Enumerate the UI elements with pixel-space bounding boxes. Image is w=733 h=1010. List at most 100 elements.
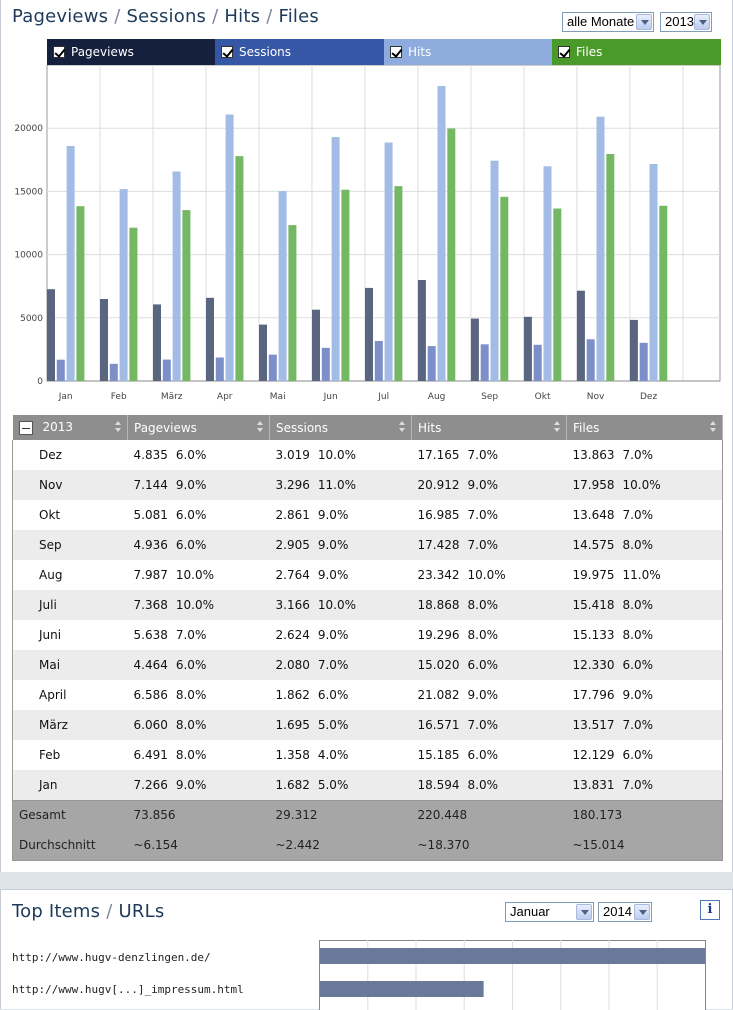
row-month: April — [13, 680, 128, 710]
bar-sessions — [428, 346, 436, 381]
cell-percent: 9.0% — [318, 538, 349, 552]
bar-pageviews — [312, 310, 320, 381]
checkbox-icon[interactable] — [221, 46, 233, 58]
sort-icon[interactable] — [710, 421, 716, 433]
checkbox-icon[interactable] — [53, 46, 65, 58]
sort-icon[interactable] — [554, 421, 560, 433]
plot-area — [47, 65, 720, 381]
bar-sessions — [163, 360, 171, 381]
y-tick-label: 20000 — [14, 124, 43, 134]
cell-percent: 8.0% — [623, 538, 654, 552]
bar-hits — [67, 146, 75, 381]
x-tick-label: Jun — [323, 392, 338, 402]
column-header-pageviews[interactable]: Pageviews — [128, 415, 270, 440]
cell-value: 18.594 — [418, 778, 460, 792]
cell-value: 12.129 — [573, 748, 615, 762]
row-month: Juni — [13, 620, 128, 650]
cell-value: 19.296 — [418, 628, 460, 642]
cell-value: 13.863 — [573, 448, 615, 462]
average-hits: ~18.370 — [412, 830, 567, 860]
cell-percent: 7.0% — [468, 718, 499, 732]
top-items-year-select[interactable]: 2014 — [598, 902, 652, 922]
cell-percent: 5.0% — [318, 718, 349, 732]
year-select-value: 2014 — [603, 904, 632, 919]
column-header-sessions[interactable]: Sessions — [270, 415, 412, 440]
cell-percent: 8.0% — [468, 628, 499, 642]
row-files: 13.863 7.0% — [567, 440, 723, 470]
cell-value: 1.695 — [276, 718, 310, 732]
legend-toggle-sessions[interactable]: Sessions — [215, 39, 384, 65]
checkbox-icon[interactable] — [558, 46, 570, 58]
header-label: Sessions — [276, 421, 328, 435]
cell-value: 6.060 — [134, 718, 168, 732]
legend-toggle-hits[interactable]: Hits — [384, 39, 552, 65]
x-tick-label: Feb — [111, 392, 127, 402]
cell-percent: 9.0% — [318, 628, 349, 642]
cell-value: 13.517 — [573, 718, 615, 732]
sort-icon[interactable] — [257, 421, 263, 433]
checkbox-icon[interactable] — [390, 46, 402, 58]
cell-percent: 6.0% — [318, 688, 349, 702]
x-tick-label: Jan — [58, 392, 73, 402]
cell-value: 4.835 — [134, 448, 168, 462]
column-header-files[interactable]: Files — [567, 415, 723, 440]
bar-files — [606, 154, 614, 381]
column-header-year[interactable]: 2013 — [13, 415, 128, 440]
cell-value: 2.080 — [276, 658, 310, 672]
stats-table: 2013 Pageviews Sessions Hits Files Dez 4.… — [12, 415, 723, 861]
cell-percent: 7.0% — [318, 658, 349, 672]
y-tick-label: 15000 — [14, 187, 43, 197]
average-row: Durchschnitt ~6.154 ~2.442 ~18.370 ~15.0… — [13, 830, 723, 860]
stats-title: Pageviews/Sessions/Hits/Files — [12, 6, 319, 27]
legend-toggle-files[interactable]: Files — [552, 39, 721, 65]
legend-toggle-pageviews[interactable]: Pageviews — [47, 39, 215, 65]
bar-files — [553, 209, 561, 382]
month-select[interactable]: alle Monate — [562, 12, 654, 32]
cell-value: 15.133 — [573, 628, 615, 642]
cell-percent: 7.0% — [468, 508, 499, 522]
collapse-icon[interactable] — [19, 421, 33, 435]
bar-files — [182, 210, 190, 381]
cell-value: 15.020 — [418, 658, 460, 672]
title-separator: / — [106, 901, 112, 922]
x-tick-label: Apr — [217, 392, 233, 402]
total-label: Gesamt — [13, 800, 128, 830]
year-select-value: 2013 — [665, 14, 694, 29]
x-tick-label: Nov — [587, 392, 605, 402]
cell-percent: 6.0% — [176, 448, 207, 462]
sort-icon[interactable] — [115, 421, 121, 433]
bar-hits — [173, 172, 181, 382]
bar-hits — [650, 164, 658, 381]
url-label[interactable]: http://www.hugv[...]_impressum.html — [12, 983, 244, 996]
url-label[interactable]: http://www.hugv-denzlingen.de/ — [12, 951, 211, 964]
top-items-month-select[interactable]: Januar — [505, 902, 594, 922]
y-tick-label: 10000 — [14, 251, 43, 261]
bar-pageviews — [153, 304, 161, 381]
cell-percent: 7.0% — [623, 448, 654, 462]
sort-icon[interactable] — [399, 421, 405, 433]
info-icon: i — [708, 902, 713, 917]
bar-sessions — [269, 355, 277, 381]
cell-percent: 10.0% — [176, 598, 214, 612]
bar-pageviews — [100, 299, 108, 381]
year-select[interactable]: 2013 — [660, 12, 712, 32]
info-button[interactable]: i — [700, 900, 720, 920]
column-header-hits[interactable]: Hits — [412, 415, 567, 440]
cell-value: Dez — [39, 448, 62, 462]
